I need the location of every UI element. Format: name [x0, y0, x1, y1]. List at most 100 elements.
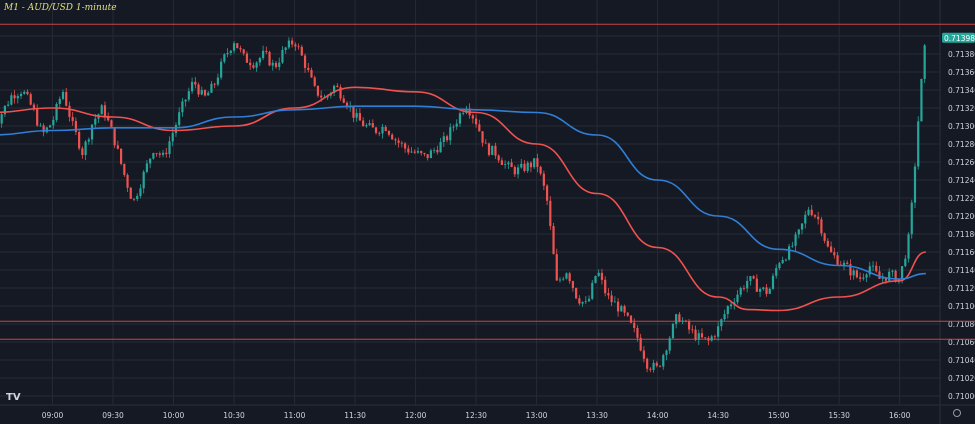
candle-body [13, 95, 16, 99]
candle-body [865, 274, 868, 278]
candle-body [113, 127, 116, 146]
candle-body [81, 148, 84, 155]
candle-body [271, 62, 274, 66]
candle-body [58, 98, 61, 104]
candle-body [320, 95, 323, 98]
candle-body [604, 279, 607, 294]
candle-body [332, 85, 336, 93]
candle-body [439, 142, 442, 153]
candle-body [542, 173, 545, 186]
candle-body [410, 151, 413, 153]
candle-body [859, 277, 862, 279]
candle-body [768, 288, 771, 294]
moving-average-fast-line [0, 86, 927, 312]
candle-body [245, 53, 249, 63]
candle-body [74, 120, 78, 132]
candle-body [571, 281, 575, 288]
candle-body [433, 149, 436, 151]
candle-body [720, 319, 723, 327]
candle-body [220, 61, 223, 78]
x-tick-label: 09:30 [102, 411, 124, 420]
candle-body [791, 245, 794, 247]
candle-body [236, 43, 239, 49]
candle-body [78, 131, 81, 149]
candle-body [0, 114, 3, 124]
candle-body [387, 130, 391, 135]
candle-body [849, 264, 852, 276]
candle-body [568, 273, 571, 282]
x-tick-label: 14:00 [647, 411, 669, 420]
candle-body [161, 152, 165, 155]
candle-body [261, 50, 265, 59]
candle-body [842, 262, 846, 266]
candle-body [616, 301, 620, 312]
candle-body [633, 322, 636, 329]
candle-body [723, 314, 726, 320]
candle-body [662, 354, 665, 367]
candle-body [3, 105, 7, 115]
candle-body [536, 158, 539, 167]
candle-body [294, 44, 297, 47]
candle-body [507, 162, 510, 165]
candle-body [132, 198, 136, 200]
candle-body [268, 51, 271, 66]
candle-body [810, 209, 813, 216]
candle-body [875, 265, 878, 272]
candle-body [368, 123, 371, 126]
candle-body [649, 368, 652, 370]
candle-body [613, 301, 616, 303]
candle-body [881, 277, 884, 279]
candle-body [190, 81, 194, 92]
candle-body [597, 272, 600, 276]
candle-body [119, 148, 123, 164]
candle-body [252, 65, 255, 68]
candle-body [107, 117, 110, 121]
candle-body [646, 358, 649, 369]
candle-body [529, 162, 533, 168]
candle-body [526, 162, 529, 171]
candle-body [42, 125, 45, 133]
candle-body [123, 163, 126, 175]
x-tick-label: 11:30 [344, 411, 366, 420]
candle-body [704, 337, 707, 339]
candle-body [39, 125, 42, 127]
candle-body [426, 154, 429, 159]
candle-body [784, 259, 787, 261]
candle-body [794, 234, 797, 246]
candle-body [61, 91, 65, 99]
candle-body [65, 91, 68, 106]
candle-body [552, 226, 555, 255]
candle-body [862, 277, 865, 279]
candle-body [316, 85, 320, 96]
x-tick-label: 12:30 [465, 411, 487, 420]
candle-body [100, 105, 103, 115]
x-tick-label: 11:00 [284, 411, 306, 420]
candle-body [678, 314, 681, 322]
candle-body [920, 78, 923, 122]
tradingview-logo-icon[interactable]: TV [6, 392, 21, 403]
candle-body [852, 270, 855, 276]
candle-body [381, 126, 384, 134]
candle-body [739, 287, 742, 295]
candle-body [652, 362, 655, 370]
candle-body [265, 50, 268, 52]
candle-body [158, 153, 161, 155]
candle-body [274, 62, 278, 68]
settings-gear-icon[interactable] [953, 409, 961, 417]
candle-body [668, 338, 671, 351]
candle-body [516, 167, 520, 175]
current-price-label: 0.71398 [944, 34, 975, 43]
candle-body [429, 150, 433, 159]
candle-body [558, 279, 562, 281]
candle-body [71, 116, 74, 121]
candle-body [855, 270, 858, 278]
candle-body [181, 101, 184, 113]
x-tick-label: 14:30 [707, 411, 729, 420]
candle-body [710, 336, 713, 341]
x-tick-label: 10:00 [163, 411, 185, 420]
candle-body [436, 149, 439, 153]
candle-body [549, 200, 552, 227]
